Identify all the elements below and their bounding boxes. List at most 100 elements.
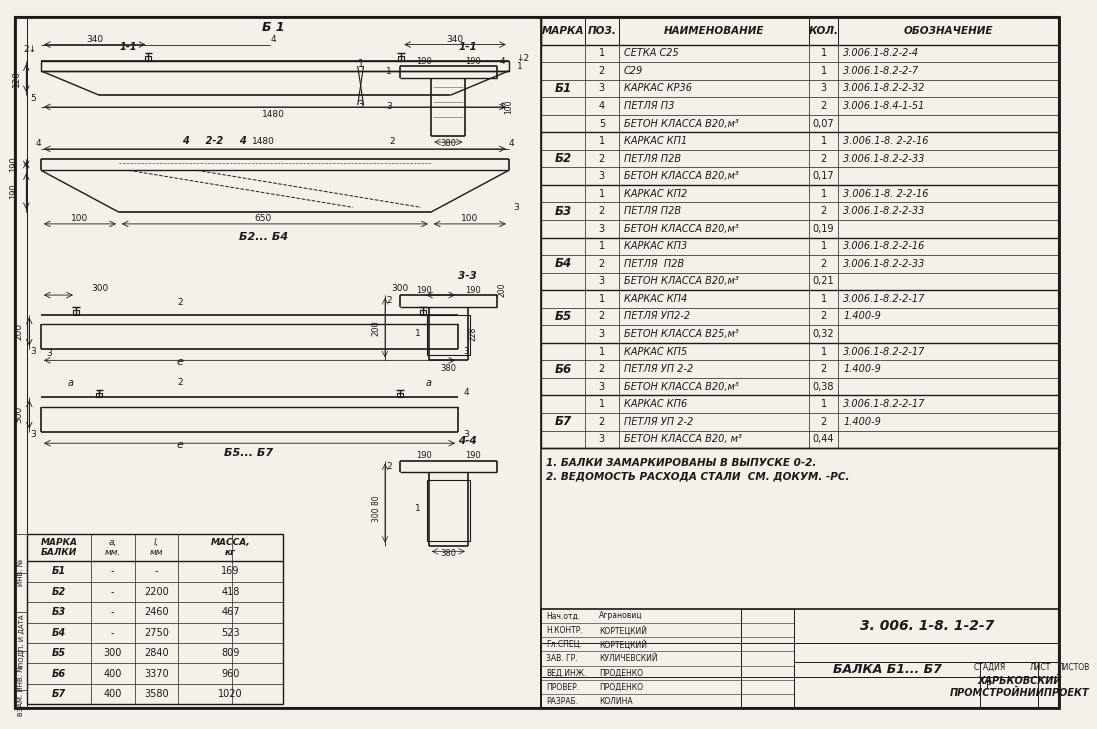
- Text: 2840: 2840: [144, 648, 169, 658]
- Text: БЕТОН КЛАССА В20,м³: БЕТОН КЛАССА В20,м³: [624, 276, 738, 286]
- Text: -: -: [111, 566, 114, 577]
- Text: КАРКАС КП6: КАРКАС КП6: [624, 399, 687, 409]
- Text: Б5: Б5: [554, 310, 572, 323]
- Bar: [146, 56, 151, 61]
- Bar: [427, 314, 470, 356]
- Text: Б7: Б7: [554, 416, 572, 428]
- Text: 1-1: 1-1: [120, 42, 137, 52]
- Text: МАРКА: МАРКА: [542, 26, 584, 36]
- Text: БАЛКИ: БАЛКИ: [41, 548, 77, 557]
- Text: 300 80: 300 80: [372, 496, 381, 522]
- Text: 2: 2: [178, 378, 183, 387]
- Text: 0,44: 0,44: [813, 434, 835, 444]
- Text: Гл.СПЕЦ.: Гл.СПЕЦ.: [546, 640, 581, 649]
- Text: ПЕТЛЯ П2В: ПЕТЛЯ П2В: [624, 206, 681, 217]
- Text: 1480: 1480: [261, 110, 284, 120]
- Text: 1020: 1020: [218, 689, 242, 699]
- Text: 120: 120: [12, 70, 21, 87]
- Text: ПЕТЛЯ П2В: ПЕТЛЯ П2В: [624, 154, 681, 163]
- Text: 1: 1: [821, 399, 827, 409]
- Text: Б5... Б7: Б5... Б7: [224, 448, 273, 458]
- Text: 1: 1: [517, 61, 522, 71]
- Text: 4: 4: [499, 57, 505, 66]
- Text: -: -: [111, 628, 114, 638]
- Text: Аграновиц: Аграновиц: [599, 612, 643, 620]
- Bar: [41, 61, 509, 71]
- Text: 3: 3: [463, 347, 468, 356]
- Text: 2: 2: [821, 311, 827, 321]
- Text: 3.006.1-8.2-2-16: 3.006.1-8.2-2-16: [844, 241, 926, 252]
- Text: ВЗАМ. ИНВ. №: ВЗАМ. ИНВ. №: [19, 664, 24, 716]
- Text: 960: 960: [222, 668, 239, 679]
- Text: 0,17: 0,17: [813, 171, 835, 181]
- Text: -: -: [155, 566, 158, 577]
- Text: 2: 2: [386, 297, 392, 305]
- Text: 2: 2: [386, 462, 392, 471]
- Text: ПЕТЛЯ УП2-2: ПЕТЛЯ УП2-2: [624, 311, 690, 321]
- Text: ЛИСТОВ: ЛИСТОВ: [1058, 663, 1090, 672]
- Text: 1: 1: [821, 241, 827, 252]
- Text: 2: 2: [178, 298, 183, 308]
- Text: КОЛИНА: КОЛИНА: [599, 697, 633, 706]
- Text: Б3: Б3: [554, 205, 572, 218]
- Text: 100: 100: [461, 214, 478, 222]
- Text: 4: 4: [463, 388, 468, 397]
- Text: КОРТЕЦКИЙ: КОРТЕЦКИЙ: [599, 639, 647, 650]
- Text: 380: 380: [440, 364, 456, 373]
- Text: а,: а,: [109, 538, 116, 547]
- Text: 3: 3: [599, 434, 604, 444]
- Text: e: e: [177, 357, 184, 367]
- Text: 1: 1: [599, 48, 604, 58]
- Text: 190: 190: [416, 57, 432, 66]
- Text: 1. БАЛКИ ЗАМАРКИРОВАНЫ В ВЫПУСКЕ 0-2.: 1. БАЛКИ ЗАМАРКИРОВАНЫ В ВЫПУСКЕ 0-2.: [546, 458, 816, 468]
- Text: 3-3: 3-3: [459, 270, 477, 281]
- Bar: [27, 534, 283, 704]
- Text: 1: 1: [386, 67, 392, 77]
- Text: 2. ВЕДОМОСТЬ РАСХОДА СТАЛИ  СМ. ДОКУМ. -РС.: 2. ВЕДОМОСТЬ РАСХОДА СТАЛИ СМ. ДОКУМ. -Р…: [546, 472, 849, 481]
- Text: 190: 190: [9, 184, 19, 199]
- Text: 4: 4: [270, 35, 275, 44]
- Text: ПЕТЛЯ П3: ПЕТЛЯ П3: [624, 101, 675, 111]
- Text: 1: 1: [416, 504, 421, 513]
- Text: 3.006.1-8.2-2-17: 3.006.1-8.2-2-17: [844, 294, 926, 304]
- Text: 0,38: 0,38: [813, 382, 835, 391]
- Text: мм.: мм.: [104, 548, 121, 557]
- Text: Б2: Б2: [52, 587, 66, 597]
- Text: ХАРЬКОВСКИЙ
ПРОМСТРОЙНИИПРОЕКТ: ХАРЬКОВСКИЙ ПРОМСТРОЙНИИПРОЕКТ: [950, 676, 1089, 698]
- Text: КАРКАС КП3: КАРКАС КП3: [624, 241, 687, 252]
- Text: 3.006.1-8.2-2-17: 3.006.1-8.2-2-17: [844, 399, 926, 409]
- Text: 2: 2: [599, 259, 604, 269]
- Text: 300: 300: [103, 648, 122, 658]
- Text: 3.006.1-8.2-2-33: 3.006.1-8.2-2-33: [844, 206, 926, 217]
- Text: КОРТЕЦКИЙ: КОРТЕЦКИЙ: [599, 625, 647, 635]
- Text: 1.400-9: 1.400-9: [844, 417, 881, 426]
- Text: мм: мм: [149, 548, 163, 557]
- Text: 1.400-9: 1.400-9: [844, 364, 881, 374]
- Text: 300: 300: [391, 284, 408, 293]
- Text: 2↓: 2↓: [23, 45, 36, 54]
- Text: КУЛИЧЕВСКИЙ: КУЛИЧЕВСКИЙ: [599, 654, 658, 663]
- Text: 169: 169: [222, 566, 239, 577]
- Text: ПОДП. И ДАТА: ПОДП. И ДАТА: [19, 615, 24, 667]
- Text: 2: 2: [821, 259, 827, 269]
- Text: 190: 190: [465, 57, 480, 66]
- Text: 3: 3: [821, 83, 827, 93]
- Text: Б2... Б4: Б2... Б4: [238, 232, 287, 241]
- Text: 1: 1: [599, 136, 604, 146]
- Text: 400: 400: [103, 668, 122, 679]
- Text: 3: 3: [599, 382, 604, 391]
- Text: 1: 1: [821, 136, 827, 146]
- Text: 0,32: 0,32: [813, 329, 835, 339]
- Text: Б2: Б2: [554, 152, 572, 165]
- Text: БЕТОН КЛАССА В20,м³: БЕТОН КЛАССА В20,м³: [624, 119, 738, 128]
- Text: 1: 1: [821, 48, 827, 58]
- Text: СТАДИЯ: СТАДИЯ: [973, 663, 1006, 672]
- Text: 5: 5: [31, 93, 36, 103]
- Text: 4: 4: [599, 101, 604, 111]
- Text: 650: 650: [255, 214, 272, 222]
- Text: ЗАВ. ГР.: ЗАВ. ГР.: [546, 654, 577, 663]
- Text: Б 1: Б 1: [261, 20, 284, 34]
- Text: 1: 1: [821, 189, 827, 199]
- Text: 190: 190: [416, 286, 432, 295]
- Text: 2: 2: [821, 364, 827, 374]
